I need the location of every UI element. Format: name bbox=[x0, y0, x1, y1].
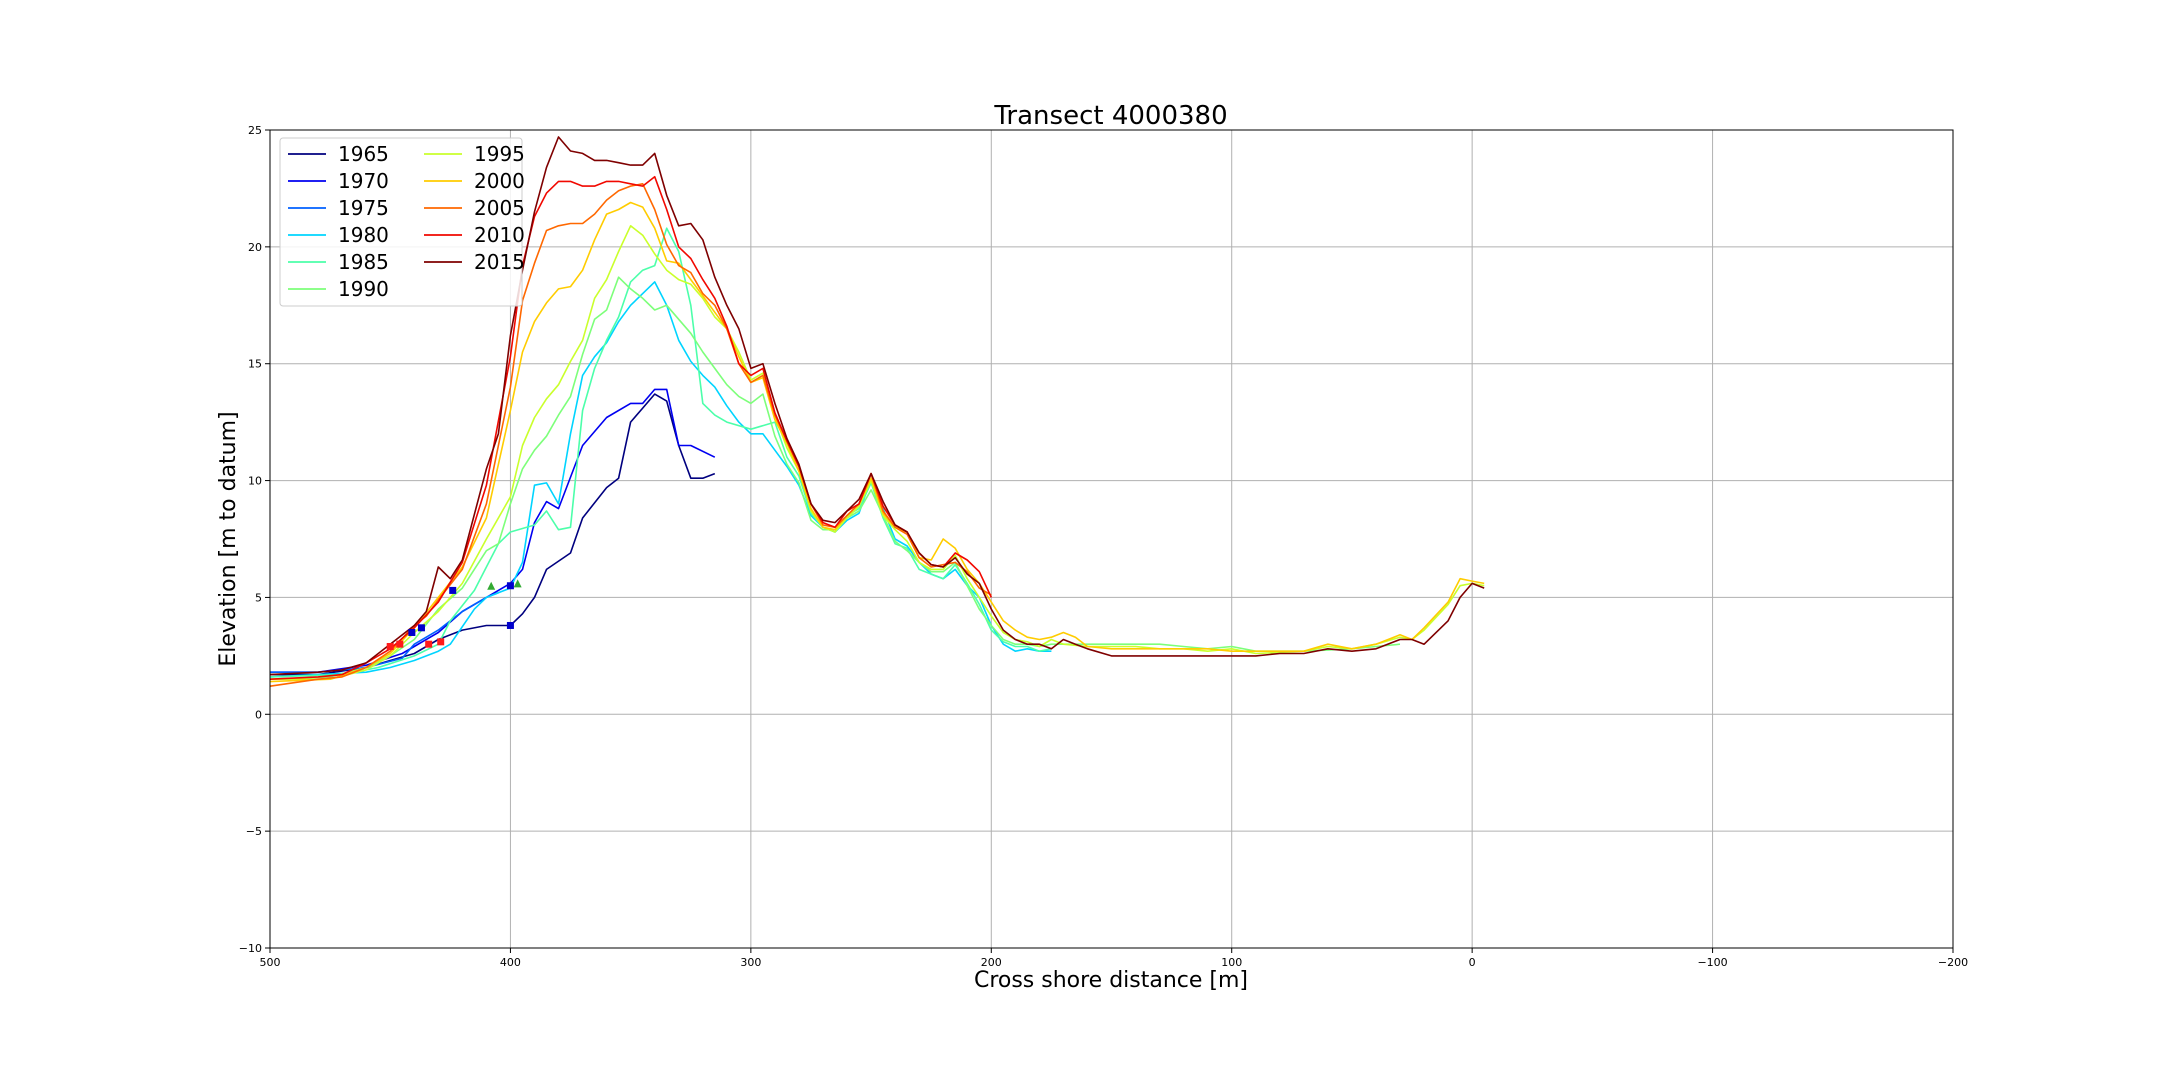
x-axis-title: Cross shore distance [m] bbox=[974, 968, 1248, 993]
legend-label: 1970 bbox=[338, 169, 389, 193]
legend-item-1985: 1985 bbox=[288, 250, 389, 274]
x-tick-label: 0 bbox=[1469, 956, 1476, 969]
y-tick-label: 15 bbox=[248, 358, 262, 371]
x-tick-label: 500 bbox=[260, 956, 281, 969]
x-axis-ticks: 500 400 300 200 100 0 −100 −200 bbox=[260, 948, 1968, 969]
x-tick-label: 400 bbox=[500, 956, 521, 969]
legend-items: 1965 1970 1975 1980 1985 1990 1995 2000 2005 2010… bbox=[288, 142, 525, 301]
legend-label: 2015 bbox=[474, 250, 525, 274]
legend-item-2005: 2005 bbox=[424, 196, 525, 220]
legend-label: 1980 bbox=[338, 223, 389, 247]
y-tick-label: −5 bbox=[246, 825, 262, 838]
y-tick-label: 0 bbox=[255, 708, 262, 721]
legend-frame bbox=[279, 137, 523, 307]
plot-area-frame bbox=[269, 129, 1954, 949]
legend-item-1965: 1965 bbox=[288, 142, 389, 166]
data-marker-square bbox=[417, 624, 425, 632]
chart-title: Transect 4000380 bbox=[993, 101, 1227, 131]
y-tick-label: 10 bbox=[248, 475, 262, 488]
data-marker-square bbox=[506, 582, 514, 590]
y-tick-label: −10 bbox=[239, 942, 262, 955]
series-line-1995 bbox=[270, 225, 1485, 680]
legend-item-1970: 1970 bbox=[288, 169, 389, 193]
y-axis-ticks: −10 −5 0 5 10 15 20 25 bbox=[239, 124, 270, 955]
data-marker-square bbox=[437, 638, 445, 646]
data-marker-triangle bbox=[487, 581, 496, 590]
x-tick-label: −200 bbox=[1938, 956, 1968, 969]
legend-item-2000: 2000 bbox=[424, 169, 525, 193]
series-line-1985 bbox=[269, 227, 1052, 678]
data-marker-square bbox=[506, 621, 514, 629]
legend-label: 1975 bbox=[338, 196, 389, 220]
legend-item-1990: 1990 bbox=[288, 277, 389, 301]
series-lines bbox=[269, 136, 1485, 687]
data-marker-square bbox=[396, 640, 404, 648]
legend-item-2015: 2015 bbox=[424, 250, 525, 274]
y-tick-label: 25 bbox=[248, 124, 262, 137]
series-line-1970 bbox=[270, 388, 716, 673]
legend-label: 2000 bbox=[474, 169, 525, 193]
legend-label: 1995 bbox=[474, 142, 525, 166]
x-tick-label: 200 bbox=[981, 956, 1002, 969]
legend-label: 1965 bbox=[338, 142, 389, 166]
x-tick-label: −100 bbox=[1697, 956, 1727, 969]
legend-label: 2010 bbox=[474, 223, 525, 247]
legend: 1965 1970 1975 1980 1985 1990 1995 2000 2005 2010… bbox=[279, 137, 525, 307]
legend-label: 1985 bbox=[338, 250, 389, 274]
legend-item-1995: 1995 bbox=[424, 142, 525, 166]
legend-label: 2005 bbox=[474, 196, 525, 220]
legend-item-1975: 1975 bbox=[288, 196, 389, 220]
x-tick-label: 100 bbox=[1221, 956, 1242, 969]
y-tick-label: 20 bbox=[248, 241, 262, 254]
data-marker-square bbox=[425, 640, 433, 648]
data-marker-square bbox=[386, 643, 394, 651]
legend-item-1980: 1980 bbox=[288, 223, 389, 247]
data-marker-square bbox=[408, 628, 416, 636]
series-line-2005 bbox=[269, 183, 992, 687]
data-markers bbox=[386, 579, 522, 651]
series-line-2015 bbox=[269, 136, 1485, 676]
legend-item-2010: 2010 bbox=[424, 223, 525, 247]
data-marker-triangle bbox=[513, 579, 522, 588]
y-tick-label: 5 bbox=[255, 591, 262, 604]
legend-label: 1990 bbox=[338, 277, 389, 301]
data-marker-square bbox=[449, 586, 457, 594]
y-axis-title: Elevation [m to datum] bbox=[216, 411, 241, 666]
x-tick-label: 300 bbox=[740, 956, 761, 969]
